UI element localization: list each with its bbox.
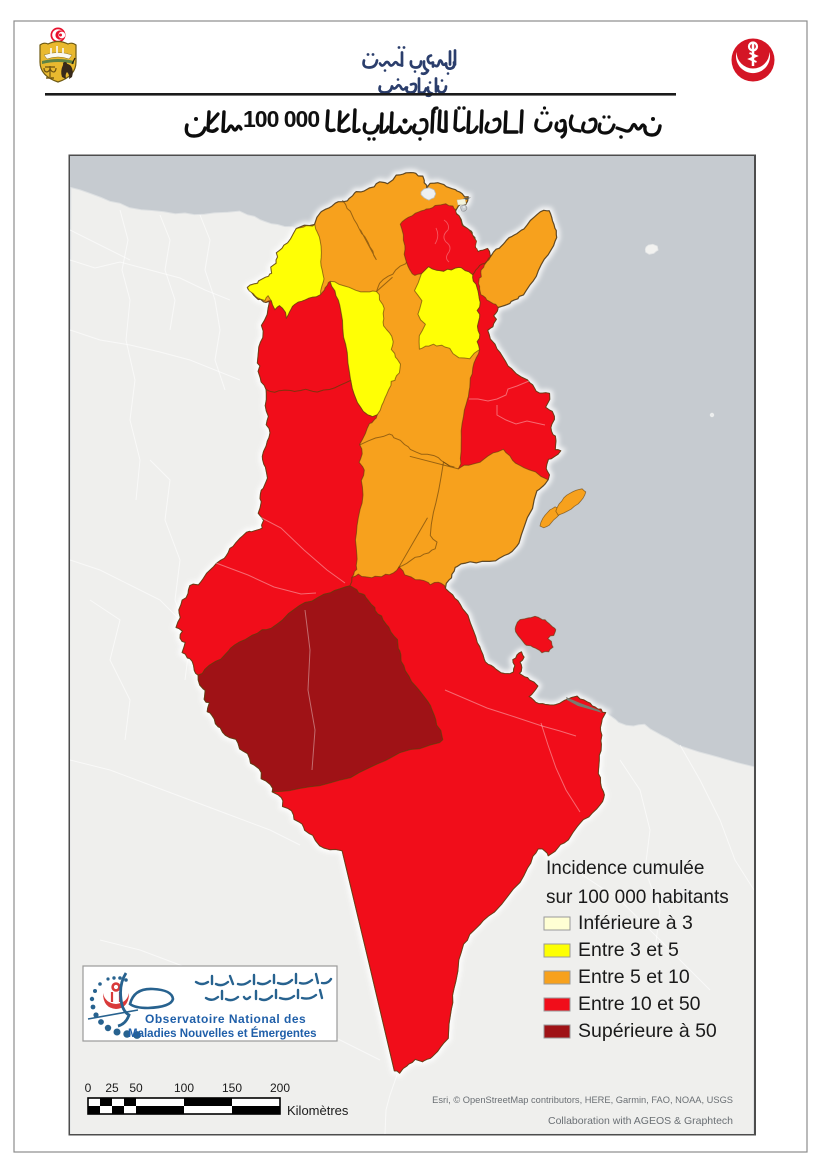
svg-text:100 000: 100 000: [243, 106, 319, 132]
svg-text:sur 100 000 habitants: sur 100 000 habitants: [546, 887, 729, 908]
svg-text:Entre 3 et 5: Entre 3 et 5: [578, 939, 679, 961]
svg-text:Entre 5 et 10: Entre 5 et 10: [578, 966, 690, 988]
svg-text:Supérieure à 50: Supérieure à 50: [578, 1020, 717, 1042]
svg-text:Incidence cumulée: Incidence cumulée: [546, 858, 704, 879]
svg-text:150: 150: [222, 1081, 242, 1095]
svg-text:Observatoire National des: Observatoire National des: [145, 1012, 306, 1026]
svg-text:50: 50: [129, 1081, 143, 1095]
svg-text:Entre 10 et 50: Entre 10 et 50: [578, 993, 701, 1015]
svg-text:Collaboration with AGEOS & Gra: Collaboration with AGEOS & Graphtech: [548, 1115, 733, 1127]
svg-text:25: 25: [105, 1081, 119, 1095]
svg-text:Maladies Nouvelles et Émergent: Maladies Nouvelles et Émergentes: [128, 1027, 317, 1040]
svg-text:Kilomètres: Kilomètres: [287, 1103, 349, 1118]
svg-text:100: 100: [174, 1081, 194, 1095]
svg-text:Esri, © OpenStreetMap contribu: Esri, © OpenStreetMap contributors, HERE…: [432, 1095, 733, 1105]
svg-text:0: 0: [85, 1081, 92, 1095]
svg-text:200: 200: [270, 1081, 290, 1095]
svg-text:Inférieure à 3: Inférieure à 3: [578, 912, 693, 934]
